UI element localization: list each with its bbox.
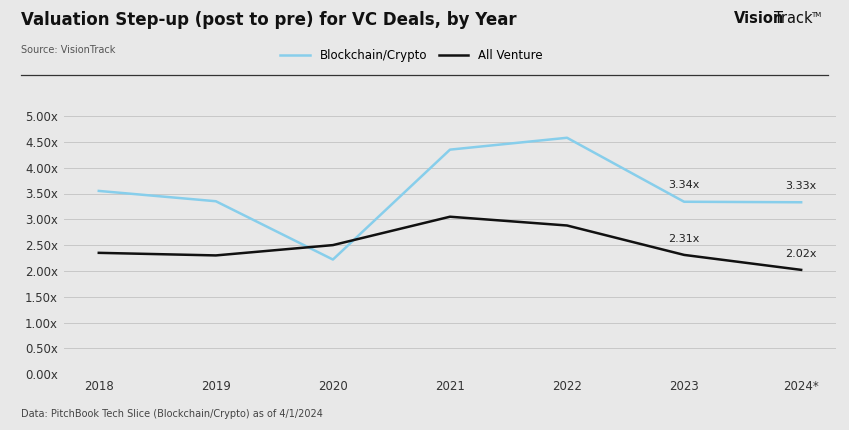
Text: Source: VisionTrack: Source: VisionTrack <box>21 45 115 55</box>
Text: Track: Track <box>774 11 812 26</box>
Text: 3.33x: 3.33x <box>785 181 817 191</box>
Text: Valuation Step-up (post to pre) for VC Deals, by Year: Valuation Step-up (post to pre) for VC D… <box>21 11 517 29</box>
Text: Vision: Vision <box>734 11 784 26</box>
Text: 3.34x: 3.34x <box>668 181 700 190</box>
Text: Data: PitchBook Tech Slice (Blockchain/Crypto) as of 4/1/2024: Data: PitchBook Tech Slice (Blockchain/C… <box>21 409 323 419</box>
Text: 2.31x: 2.31x <box>668 233 700 243</box>
Legend: Blockchain/Crypto, All Venture: Blockchain/Crypto, All Venture <box>276 45 547 67</box>
Text: TM: TM <box>811 12 821 18</box>
Text: 2.02x: 2.02x <box>785 249 817 258</box>
